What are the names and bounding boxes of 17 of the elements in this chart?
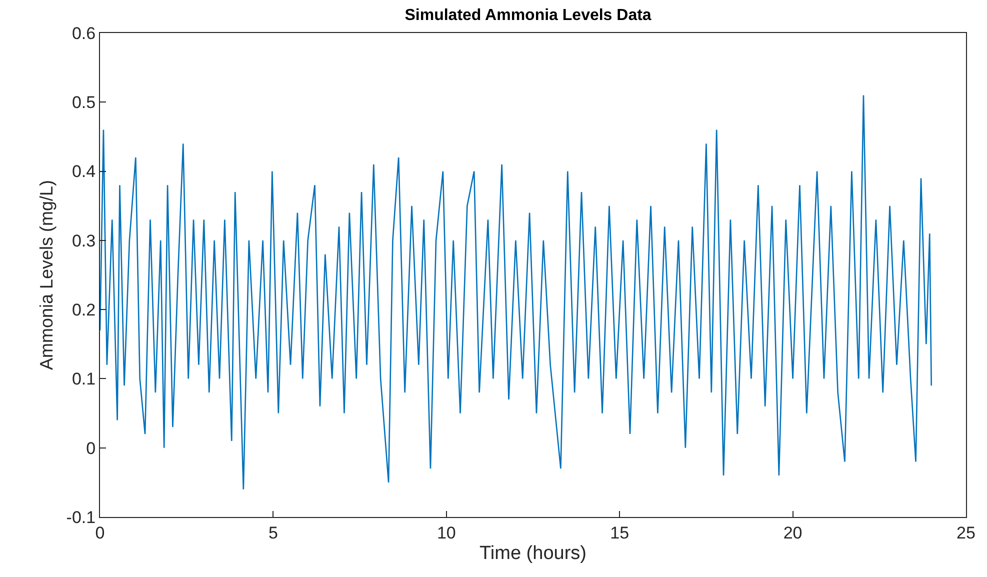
x-tick-label: 15 [610, 523, 630, 542]
x-tick-label: 20 [783, 523, 802, 542]
x-tick-label: 5 [268, 523, 278, 542]
y-tick-label: 0.4 [72, 162, 96, 182]
x-tick-label: 25 [956, 523, 976, 542]
y-axis-title: Ammonia Levels (mg/L) [36, 180, 57, 370]
y-tick-label: 0.1 [72, 370, 96, 389]
y-tick-label: 0.2 [72, 300, 96, 320]
x-axis-title: Time (hours) [480, 543, 586, 564]
y-tick-label: 0.6 [72, 24, 96, 43]
y-tick-label: 0 [86, 438, 96, 458]
y-tick-label: -0.1 [66, 508, 96, 527]
y-tick-label: 0.5 [72, 93, 96, 112]
line-series [100, 94, 932, 490]
x-tick-label: 10 [436, 523, 456, 542]
chart-title: Simulated Ammonia Levels Data [404, 6, 652, 24]
y-tick-label: 0.3 [72, 231, 96, 250]
